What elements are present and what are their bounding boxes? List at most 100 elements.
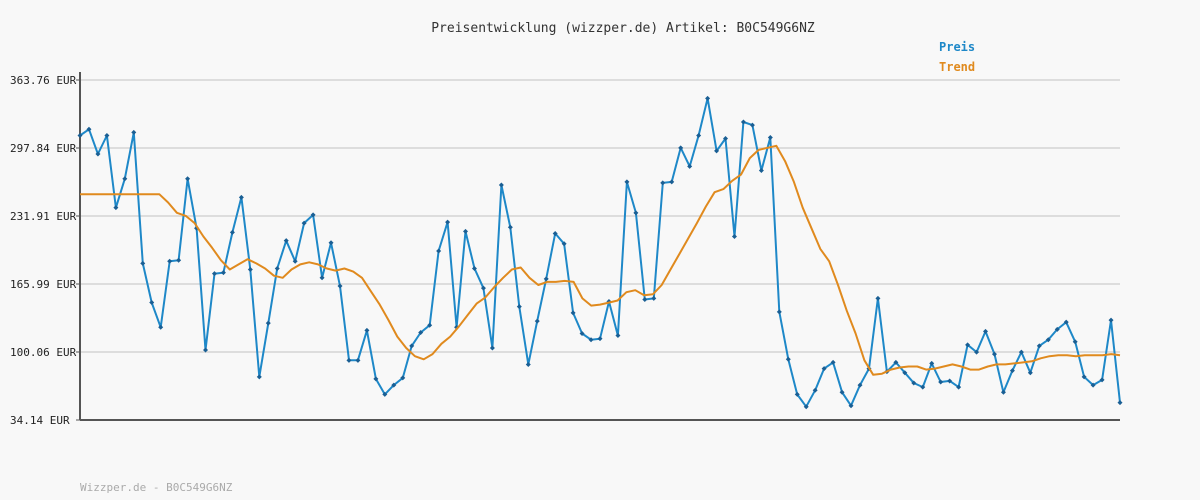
data-point bbox=[1090, 382, 1096, 388]
data-point bbox=[723, 136, 729, 142]
series-preis bbox=[77, 95, 1123, 410]
data-point bbox=[776, 309, 782, 315]
data-point bbox=[678, 145, 684, 151]
data-point bbox=[705, 95, 711, 101]
data-point bbox=[471, 266, 477, 272]
data-point bbox=[857, 382, 863, 388]
series-line-preis bbox=[79, 97, 1121, 408]
data-point bbox=[418, 329, 424, 335]
data-point bbox=[911, 380, 917, 386]
data-point bbox=[803, 404, 809, 410]
data-point bbox=[122, 176, 128, 182]
data-point bbox=[507, 224, 513, 230]
data-point bbox=[86, 126, 92, 132]
data-point bbox=[292, 258, 298, 264]
legend-entry-trend: Trend bbox=[939, 60, 975, 74]
data-point bbox=[1099, 377, 1105, 383]
y-tick-label: 34.14 EUR bbox=[10, 414, 70, 427]
data-point bbox=[328, 240, 334, 246]
data-point bbox=[391, 382, 397, 388]
data-point bbox=[938, 379, 944, 385]
series bbox=[77, 95, 1123, 410]
data-point bbox=[176, 257, 182, 263]
data-point bbox=[337, 283, 343, 289]
data-point bbox=[1000, 389, 1006, 395]
data-point bbox=[364, 327, 370, 333]
data-point bbox=[301, 220, 307, 226]
data-point bbox=[238, 194, 244, 200]
data-point bbox=[203, 347, 209, 353]
y-tick-labels: 363.76 EUR 297.84 EUR 231.91 EUR 165.99 EUR… bbox=[10, 74, 77, 427]
data-point bbox=[947, 378, 953, 384]
data-point bbox=[552, 230, 558, 236]
footer-credit: Wizzper.de - B0C549G6NZ bbox=[80, 481, 233, 494]
data-point bbox=[1117, 400, 1123, 406]
data-point bbox=[848, 403, 854, 409]
data-point bbox=[965, 342, 971, 348]
data-point bbox=[1018, 349, 1024, 355]
y-tick-label: 165.99 EUR bbox=[10, 278, 77, 291]
chart-title: Preisentwicklung (wizzper.de) Artikel: B… bbox=[431, 21, 815, 36]
data-point bbox=[382, 391, 388, 397]
data-point bbox=[534, 318, 540, 324]
data-point bbox=[579, 330, 585, 336]
data-point bbox=[687, 163, 693, 169]
data-point bbox=[480, 285, 486, 291]
data-point bbox=[920, 384, 926, 390]
data-point bbox=[247, 267, 253, 273]
data-point bbox=[875, 295, 881, 301]
data-point bbox=[346, 357, 352, 363]
data-point bbox=[785, 356, 791, 362]
axes bbox=[76, 72, 1120, 421]
data-point bbox=[158, 324, 164, 330]
legend-entry-preis: Preis bbox=[939, 40, 975, 54]
data-point bbox=[283, 238, 289, 244]
data-point bbox=[615, 333, 621, 339]
y-tick-label: 100.06 EUR bbox=[10, 346, 77, 359]
series-trend bbox=[80, 144, 1121, 376]
data-point bbox=[1009, 368, 1015, 374]
data-point bbox=[794, 391, 800, 397]
data-point bbox=[669, 179, 675, 185]
data-point bbox=[731, 234, 737, 240]
data-point bbox=[633, 210, 639, 216]
data-point bbox=[463, 228, 469, 234]
data-point bbox=[104, 132, 110, 138]
data-point bbox=[974, 349, 980, 355]
data-point bbox=[812, 387, 818, 393]
data-point bbox=[1072, 339, 1078, 345]
data-point bbox=[427, 322, 433, 328]
data-point bbox=[830, 359, 836, 365]
data-point bbox=[516, 304, 522, 310]
data-point bbox=[274, 266, 280, 272]
data-point bbox=[229, 229, 235, 235]
data-point bbox=[149, 300, 155, 306]
data-point bbox=[77, 132, 83, 138]
data-point bbox=[749, 122, 755, 128]
data-point bbox=[1027, 370, 1033, 376]
data-point bbox=[740, 119, 746, 125]
data-point bbox=[767, 135, 773, 141]
data-point bbox=[436, 248, 442, 254]
data-point bbox=[543, 276, 549, 282]
data-point bbox=[758, 168, 764, 174]
data-point bbox=[597, 336, 603, 342]
data-point bbox=[651, 295, 657, 301]
data-point bbox=[561, 241, 567, 247]
data-point bbox=[409, 343, 415, 349]
data-point bbox=[400, 375, 406, 381]
data-point bbox=[265, 320, 271, 326]
data-point bbox=[319, 275, 325, 281]
y-tick-label: 363.76 EUR bbox=[10, 74, 77, 87]
data-point bbox=[95, 151, 101, 157]
data-point bbox=[983, 328, 989, 334]
data-point bbox=[956, 384, 962, 390]
y-tick-label: 231.91 EUR bbox=[10, 210, 77, 223]
data-point bbox=[1054, 326, 1060, 332]
data-point bbox=[1045, 337, 1051, 343]
data-point bbox=[211, 271, 217, 277]
data-point bbox=[642, 296, 648, 302]
data-point bbox=[624, 179, 630, 185]
data-point bbox=[893, 359, 899, 365]
data-point bbox=[991, 351, 997, 357]
